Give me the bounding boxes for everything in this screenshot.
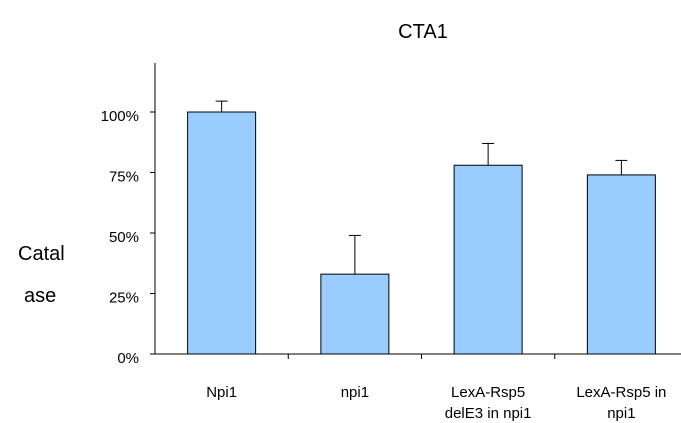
chart-title: CTA1 bbox=[398, 21, 448, 43]
y-tick-label: 25% bbox=[109, 290, 139, 307]
y-axis-label-line-1: Catal bbox=[18, 243, 65, 265]
y-tick-label: 100% bbox=[101, 108, 139, 125]
bar bbox=[453, 164, 523, 355]
bar bbox=[586, 174, 656, 355]
x-category-label: LexA-Rsp5 bbox=[451, 384, 525, 401]
x-category-label: npi1 bbox=[341, 384, 369, 401]
y-axis-label-line-2: ase bbox=[24, 285, 56, 307]
y-tick-label: 0% bbox=[117, 350, 139, 367]
plot-area: 0% 25% 50% 75% 100% Npi1 npi1 LexA-Rsp5 delE3 in… bbox=[101, 63, 681, 422]
y-tick-label: 50% bbox=[109, 229, 139, 246]
x-category-label: delE3 in npi1 bbox=[445, 405, 532, 422]
bar bbox=[187, 111, 257, 355]
y-tick-label: 75% bbox=[109, 169, 139, 186]
bar bbox=[320, 273, 390, 355]
x-category-label: npi1 bbox=[607, 405, 635, 422]
x-category-label: Npi1 bbox=[206, 384, 237, 401]
x-category-label: LexA-Rsp5 in bbox=[576, 384, 666, 401]
